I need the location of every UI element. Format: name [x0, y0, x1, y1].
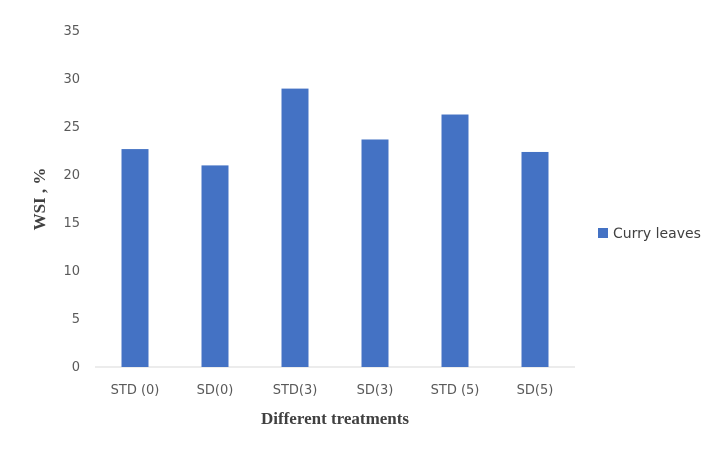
- x-axis-title: Different treatments: [261, 409, 409, 428]
- y-tick-label: 20: [63, 168, 80, 183]
- bar: [521, 151, 549, 367]
- bar: [201, 165, 229, 367]
- x-tick-label: STD (5): [431, 383, 480, 398]
- x-tick-label: SD(0): [197, 383, 234, 398]
- legend-label: Curry leaves: [613, 226, 701, 242]
- bar: [361, 139, 389, 367]
- bar: [441, 114, 469, 368]
- y-tick-label: 0: [72, 360, 80, 375]
- x-axis-ticks: STD (0) SD(0) STD(3) SD(3) STD (5) SD(5): [111, 383, 554, 398]
- x-tick-label: SD(5): [517, 383, 554, 398]
- y-tick-label: 10: [63, 264, 80, 279]
- y-axis-ticks: 0 5 10 15 20 25 30 35: [63, 24, 80, 375]
- y-tick-label: 15: [63, 216, 80, 231]
- bars: [121, 88, 549, 368]
- bar: [281, 88, 309, 367]
- y-axis-title: WSI , %: [30, 168, 49, 231]
- y-tick-label: 25: [63, 120, 80, 135]
- legend-swatch: [598, 228, 608, 238]
- y-tick-label: 5: [72, 312, 80, 327]
- legend: Curry leaves: [598, 226, 701, 242]
- y-tick-label: 30: [63, 72, 80, 87]
- y-tick-label: 35: [63, 24, 80, 39]
- x-tick-label: STD(3): [273, 383, 318, 398]
- bar: [121, 149, 149, 367]
- x-tick-label: SD(3): [357, 383, 394, 398]
- x-tick-label: STD (0): [111, 383, 160, 398]
